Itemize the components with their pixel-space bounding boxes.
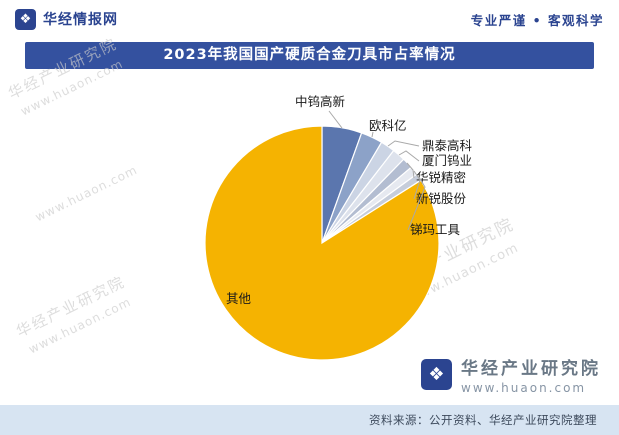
credit-logo-icon: ❖ <box>421 359 452 390</box>
brand: ❖ 华经情报网 <box>15 8 118 30</box>
pie-label-2: 鼎泰高科 <box>422 138 473 153</box>
pie-label-6: 锑玛工具 <box>410 222 461 237</box>
credit-block: ❖ 华经产业研究院 www.huaon.com <box>421 354 601 395</box>
pie-slice-7 <box>204 125 440 361</box>
pie-leader-line-6 <box>407 176 426 231</box>
pie-label-0: 中钨高新 <box>295 94 345 109</box>
pie-label-4: 华锐精密 <box>416 170 466 185</box>
pie-leader-line-5 <box>413 170 421 200</box>
pie-leader-line-1 <box>371 131 374 138</box>
credit-text: 华经产业研究院 www.huaon.com <box>461 354 601 395</box>
pie-leader-line-4 <box>406 162 415 179</box>
header-slogan: 专业严谨 • 客观科学 <box>470 12 604 28</box>
pie-leader-line-3 <box>398 150 420 162</box>
pie-leader-line-2 <box>387 140 420 147</box>
brand-name: 华经情报网 <box>43 12 118 28</box>
chart-title: 2023年我国国产硬质合金刀具市占率情况 <box>25 42 594 69</box>
credit-name: 华经产业研究院 <box>461 359 601 379</box>
source-bar: 资料来源：公开资料、华经产业研究院整理 <box>0 405 619 435</box>
header: ❖ 华经情报网 专业严谨 • 客观科学 <box>0 0 619 38</box>
pie-label-5: 新锐股份 <box>416 191 467 206</box>
chart-area: 华经产业研究院 www.huaon.com www.huaon.com 华经产业… <box>0 35 619 405</box>
pie-label-1: 欧科亿 <box>369 118 407 133</box>
credit-url: www.huaon.com <box>461 381 587 395</box>
pie-label-3: 厦门钨业 <box>422 153 472 168</box>
pie-leader-line-0 <box>328 110 343 129</box>
brand-logo-icon: ❖ <box>15 8 36 30</box>
pie-label-7: 其他 <box>226 291 252 306</box>
